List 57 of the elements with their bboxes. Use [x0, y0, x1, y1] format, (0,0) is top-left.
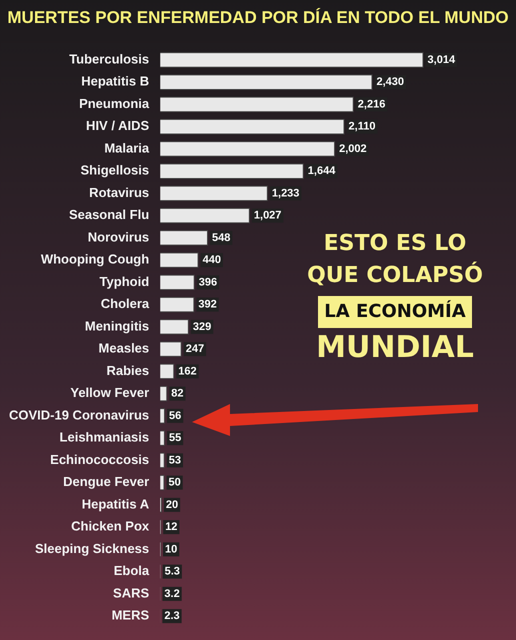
data-label: 3.2	[164, 588, 180, 600]
y-tick-label: Dengue Fever	[63, 474, 150, 490]
y-tick-label: Hepatitis A	[82, 496, 150, 512]
data-label: 5.3	[164, 566, 180, 578]
y-tick-label: Rabies	[106, 362, 150, 378]
data-label: 440	[202, 254, 221, 266]
y-tick-label: Typhoid	[100, 274, 150, 289]
data-label: 10	[165, 543, 178, 556]
y-tick-label: Leishmaniasis	[60, 430, 150, 445]
data-label: 20	[166, 498, 178, 511]
annotation: LA ECONOMÍA	[318, 296, 472, 328]
y-tick-label: Seasonal Flu	[68, 207, 150, 222]
y-tick-label: Cholera	[100, 296, 150, 312]
data-label: 82	[171, 388, 184, 400]
y-tick-label: Whooping Cough	[40, 252, 150, 267]
data-label: 2,002	[339, 142, 367, 155]
annotation: ESTO ES LO	[322, 230, 468, 258]
y-tick-label: Shigellosis	[80, 162, 150, 178]
y-tick-label: Yellow Fever	[70, 385, 150, 400]
data-label: 1,644	[308, 165, 336, 178]
data-label: 2,430	[376, 76, 404, 88]
y-tick-label: Norovirus	[88, 229, 150, 244]
data-label: 1,233	[272, 187, 300, 200]
data-label: 12	[165, 521, 178, 534]
y-tick-label: HIV / AIDS	[86, 118, 150, 134]
y-tick-label: Hepatitis B	[81, 74, 150, 89]
y-tick-label: SARS	[113, 585, 150, 600]
data-label: 329	[192, 320, 212, 333]
y-tick-label: COVID-19 Coronavirus	[8, 407, 150, 422]
data-label: 2,110	[348, 120, 376, 133]
y-tick-label: Malaria	[104, 140, 150, 156]
annotation: MUNDIAL	[315, 330, 475, 365]
data-label: 3,014	[428, 54, 456, 66]
data-label: 2.3	[164, 610, 180, 622]
data-label: 162	[178, 365, 197, 378]
data-label: 548	[212, 232, 230, 244]
annotation: QUE COLAPSÓ	[306, 260, 484, 290]
data-label: 53	[168, 454, 182, 466]
y-tick-label: Tuberculosis	[69, 52, 150, 66]
y-tick-label: Echinococcosis	[50, 452, 150, 467]
y-tick-label: Rotavirus	[89, 184, 150, 200]
y-tick-label: Meningitis	[84, 318, 150, 334]
data-label: 2,216	[358, 98, 386, 110]
chart-title: MUERTES POR ENFERMEDAD POR DÍA EN TODO EL MUNDO	[6, 8, 510, 28]
data-label: 392	[198, 298, 217, 311]
y-tick-label: MERS	[112, 608, 150, 623]
data-label: 55	[168, 432, 182, 444]
data-label: 56	[169, 410, 182, 422]
data-label: 1,027	[254, 210, 282, 222]
y-tick-label: Measles	[98, 340, 150, 356]
y-tick-label: Ebola	[114, 563, 150, 578]
y-tick-label: Chicken Pox	[71, 518, 150, 534]
data-label: 396	[198, 276, 218, 288]
y-tick-label: Sleeping Sickness	[34, 540, 150, 556]
y-tick-label: Pneumonia	[79, 96, 150, 111]
data-label: 247	[186, 343, 204, 356]
data-label: 50	[168, 476, 181, 489]
